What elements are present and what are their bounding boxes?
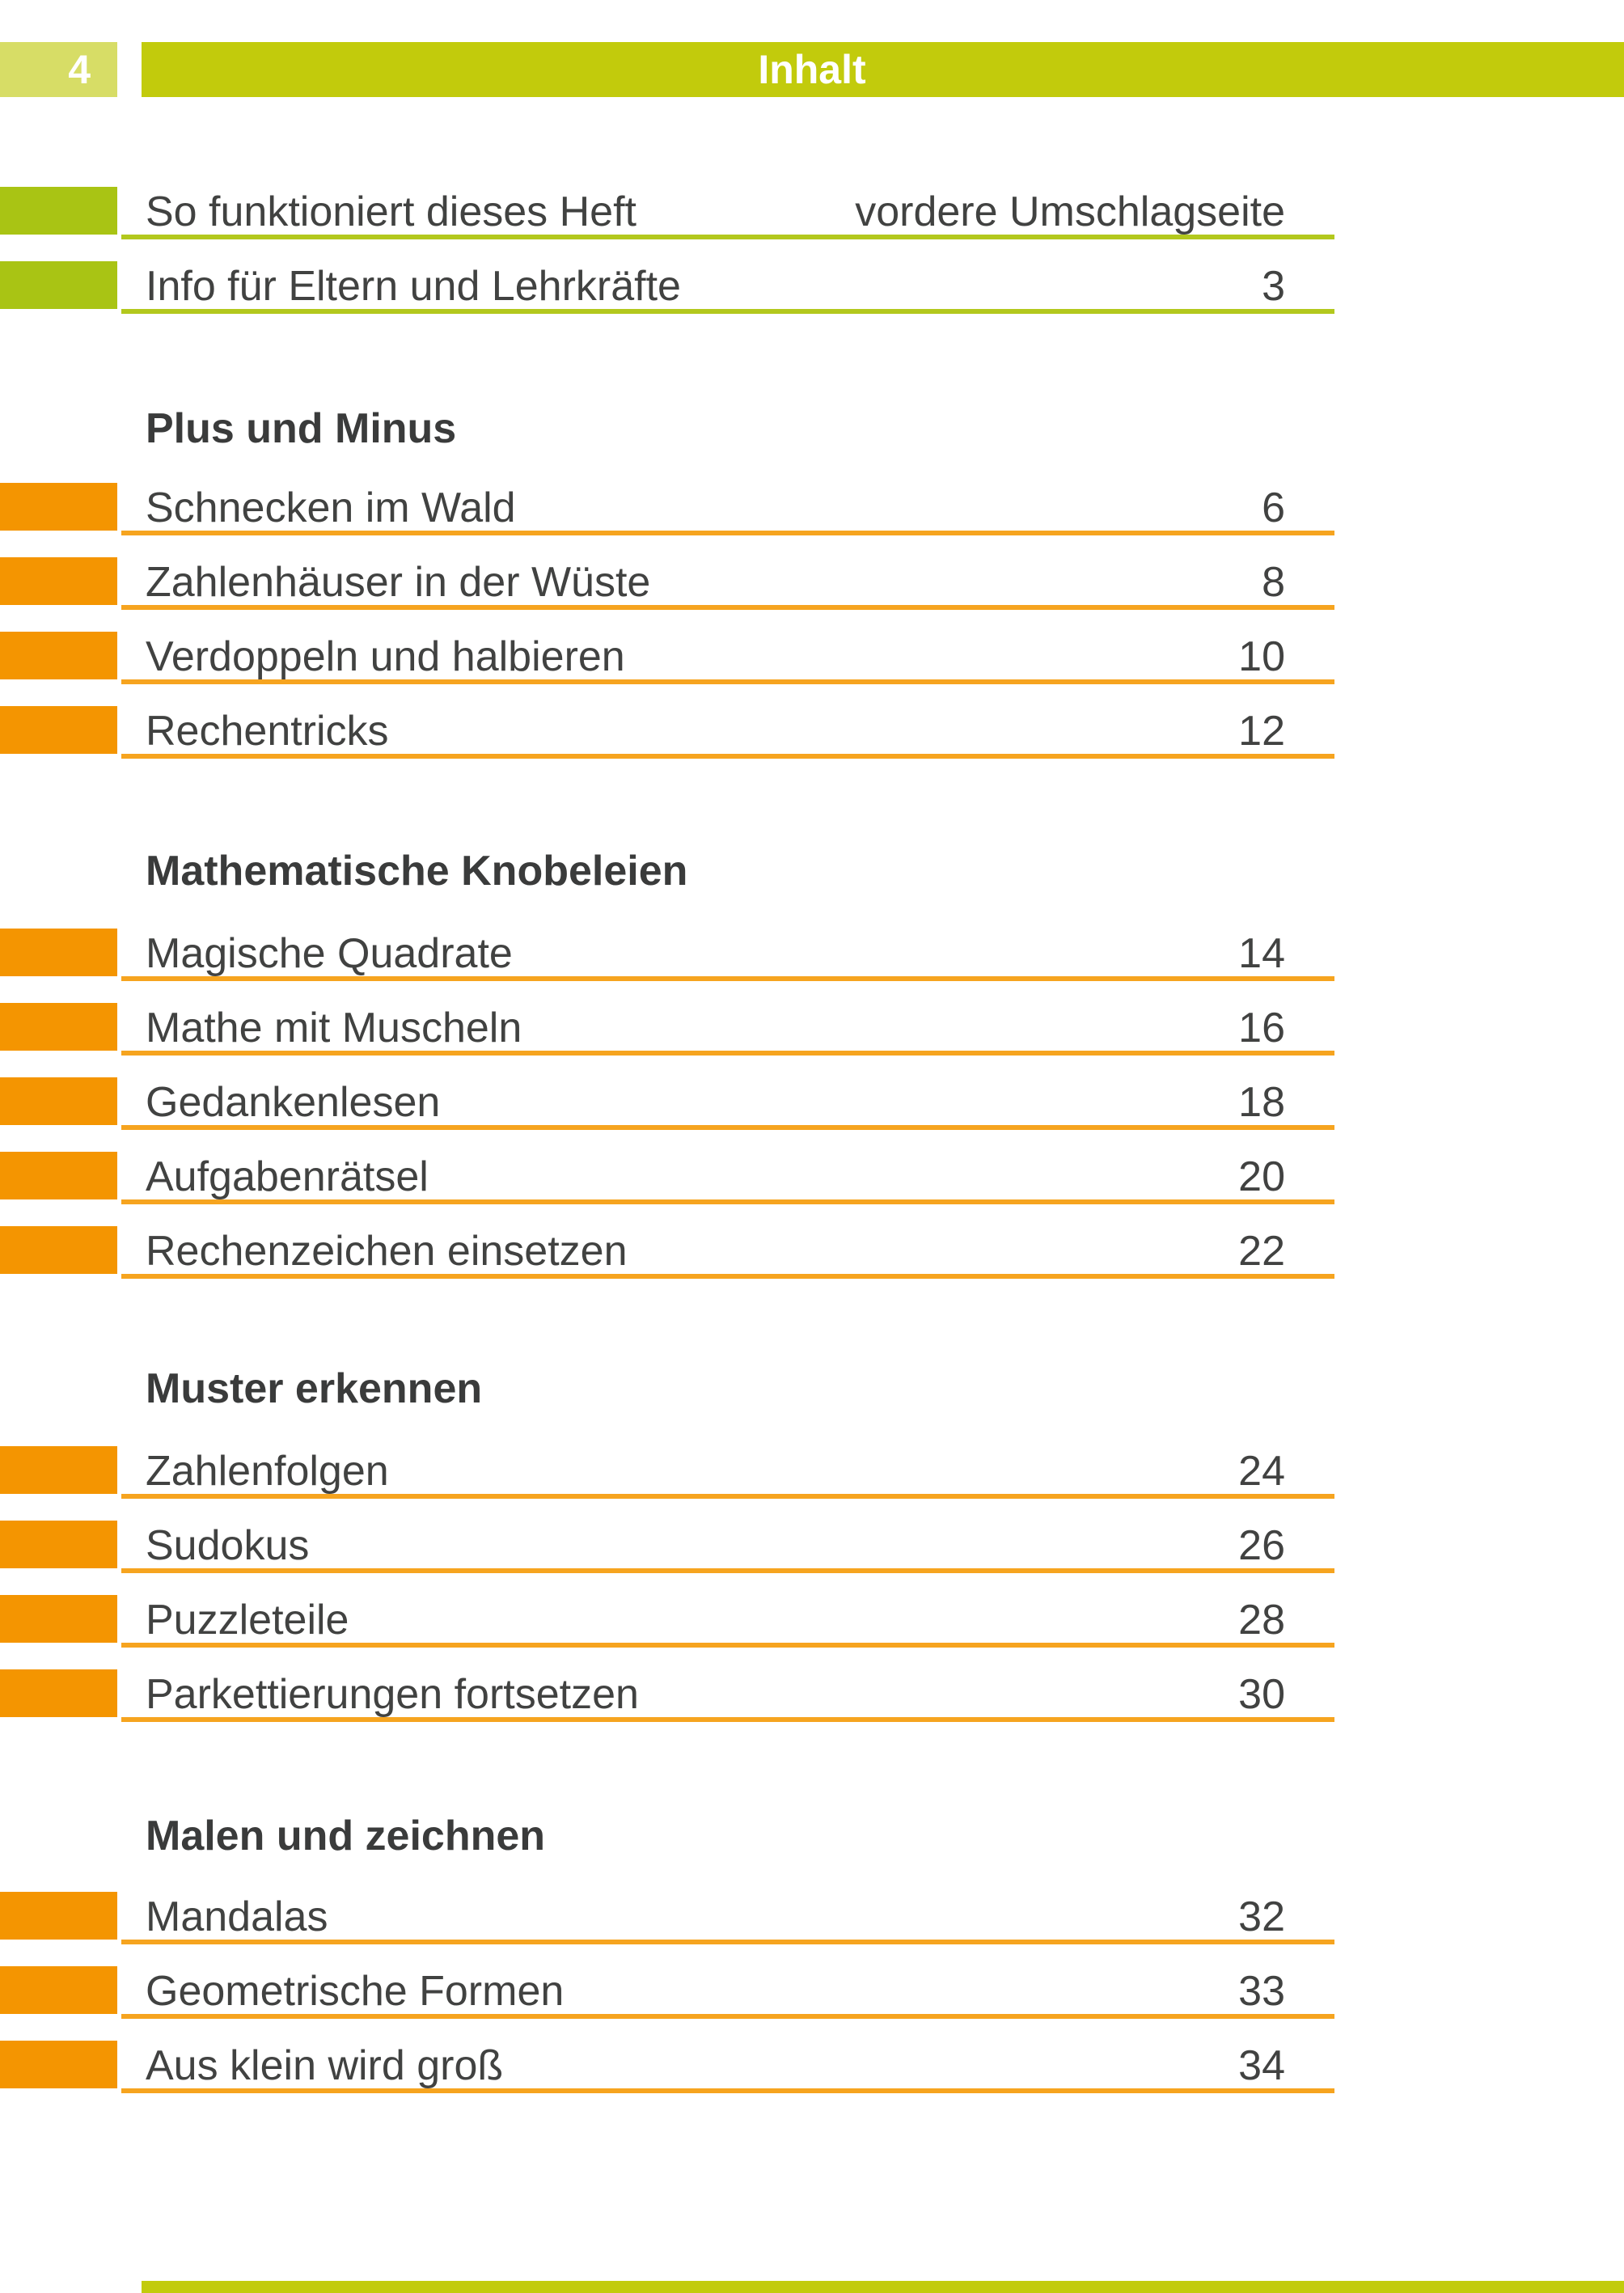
toc-entry-page: 10 <box>1238 633 1285 680</box>
toc-row: Aus klein wird groß 34 <box>0 2019 1624 2093</box>
toc-entry-label: Verdoppeln und halbieren <box>146 633 625 680</box>
chapter-tab <box>0 1521 117 1568</box>
row-underline <box>121 2088 1334 2093</box>
toc-entry-label: Parkettierungen fortsetzen <box>146 1671 639 1718</box>
toc-row: Aufgabenrätsel 20 <box>0 1130 1624 1204</box>
toc-row: Zahlenhäuser in der Wüste 8 <box>0 535 1624 610</box>
row-underline <box>121 1717 1334 1722</box>
row-underline <box>121 235 1334 239</box>
chapter-tab <box>0 1595 117 1643</box>
toc-row: Zahlenfolgen 24 <box>0 1424 1624 1499</box>
toc-entry-page: 12 <box>1238 708 1285 755</box>
chapter-tab <box>0 706 117 754</box>
chapter-tab <box>0 1892 117 1940</box>
chapter-tab <box>0 1003 117 1051</box>
toc-entry-label: So funktioniert dieses Heft <box>146 188 636 235</box>
row-underline <box>121 1940 1334 1944</box>
row-underline <box>121 531 1334 535</box>
toc-row: Rechenzeichen einsetzen 22 <box>0 1204 1624 1279</box>
row-underline <box>121 1125 1334 1130</box>
section-heading: Muster erkennen <box>146 1365 483 1412</box>
toc-entry-page: 30 <box>1238 1671 1285 1718</box>
chapter-tab <box>0 1077 117 1125</box>
row-underline <box>121 754 1334 759</box>
toc-entry-page: 26 <box>1238 1522 1285 1569</box>
chapter-tab <box>0 1152 117 1199</box>
row-underline <box>121 1199 1334 1204</box>
toc-entry-label: Aufgabenrätsel <box>146 1153 429 1200</box>
row-underline <box>121 1643 1334 1648</box>
toc-entry-label: Zahlenhäuser in der Wüste <box>146 559 651 606</box>
footer-bar <box>142 2281 1624 2293</box>
toc-row: Parkettierungen fortsetzen 30 <box>0 1648 1624 1722</box>
toc-entry-page: vordere Umschlagseite <box>855 188 1285 235</box>
toc-entry-label: Schnecken im Wald <box>146 484 516 531</box>
row-underline <box>121 679 1334 684</box>
row-underline <box>121 1274 1334 1279</box>
chapter-tab <box>0 483 117 531</box>
toc-entry-page: 28 <box>1238 1597 1285 1644</box>
toc-entry-label: Info für Eltern und Lehrkräfte <box>146 263 681 310</box>
section-heading: Plus und Minus <box>146 405 457 452</box>
toc-entry-label: Gedankenlesen <box>146 1079 441 1126</box>
chapter-tab <box>0 1226 117 1274</box>
chapter-tab <box>0 632 117 679</box>
row-underline <box>121 605 1334 610</box>
row-underline <box>121 976 1334 981</box>
toc-row: Magische Quadrate 14 <box>0 907 1624 981</box>
row-underline <box>121 1494 1334 1499</box>
toc-entry-label: Rechentricks <box>146 708 389 755</box>
toc-entry-page: 22 <box>1238 1228 1285 1275</box>
toc-entry-label: Mandalas <box>146 1893 328 1940</box>
toc-entry-page: 16 <box>1238 1005 1285 1051</box>
toc-entry-label: Aus klein wird groß <box>146 2042 504 2089</box>
toc-entry-page: 3 <box>1262 263 1285 310</box>
toc-entry-label: Zahlenfolgen <box>146 1448 389 1495</box>
toc-entry-label: Sudokus <box>146 1522 310 1569</box>
toc-row: Sudokus 26 <box>0 1499 1624 1573</box>
toc-row: Geometrische Formen 33 <box>0 1944 1624 2019</box>
page-number-badge: 4 <box>0 42 117 97</box>
section-heading: Mathematische Knobeleien <box>146 848 688 895</box>
toc-entry-page: 8 <box>1262 559 1285 606</box>
row-underline <box>121 2014 1334 2019</box>
chapter-tab <box>0 929 117 976</box>
chapter-tab <box>0 1966 117 2014</box>
toc-row: Mathe mit Muscheln 16 <box>0 981 1624 1056</box>
toc-entry-page: 14 <box>1238 930 1285 977</box>
toc-row: Schnecken im Wald 6 <box>0 461 1624 535</box>
toc-entry-page: 18 <box>1238 1079 1285 1126</box>
toc-row: Puzzleteile 28 <box>0 1573 1624 1648</box>
toc-entry-label: Magische Quadrate <box>146 930 513 977</box>
header-bar <box>142 42 1624 97</box>
toc-entry-page: 6 <box>1262 484 1285 531</box>
chapter-tab <box>0 261 117 309</box>
chapter-tab <box>0 557 117 605</box>
toc-entry-page: 33 <box>1238 1968 1285 2015</box>
toc-entry-page: 32 <box>1238 1893 1285 1940</box>
toc-row: So funktioniert dieses Heft vordere Umsc… <box>0 165 1624 239</box>
row-underline <box>121 1568 1334 1573</box>
section-heading: Malen und zeichnen <box>146 1813 546 1859</box>
toc-row: Gedankenlesen 18 <box>0 1056 1624 1130</box>
toc-row: Verdoppeln und halbieren 10 <box>0 610 1624 684</box>
chapter-tab <box>0 2041 117 2088</box>
toc-row: Info für Eltern und Lehrkräfte 3 <box>0 239 1624 314</box>
chapter-tab <box>0 1446 117 1494</box>
toc-entry-page: 34 <box>1238 2042 1285 2089</box>
toc-entry-label: Rechenzeichen einsetzen <box>146 1228 628 1275</box>
toc-row: Rechentricks 12 <box>0 684 1624 759</box>
chapter-tab <box>0 1669 117 1717</box>
toc-row: Mandalas 32 <box>0 1870 1624 1944</box>
row-underline <box>121 1051 1334 1056</box>
row-underline <box>121 309 1334 314</box>
chapter-tab <box>0 187 117 235</box>
toc-entry-page: 24 <box>1238 1448 1285 1495</box>
page-title: Inhalt <box>758 47 866 92</box>
toc-entry-label: Puzzleteile <box>146 1597 349 1644</box>
toc-entry-label: Geometrische Formen <box>146 1968 565 2015</box>
toc-entry-label: Mathe mit Muscheln <box>146 1005 522 1051</box>
toc-entry-page: 20 <box>1238 1153 1285 1200</box>
